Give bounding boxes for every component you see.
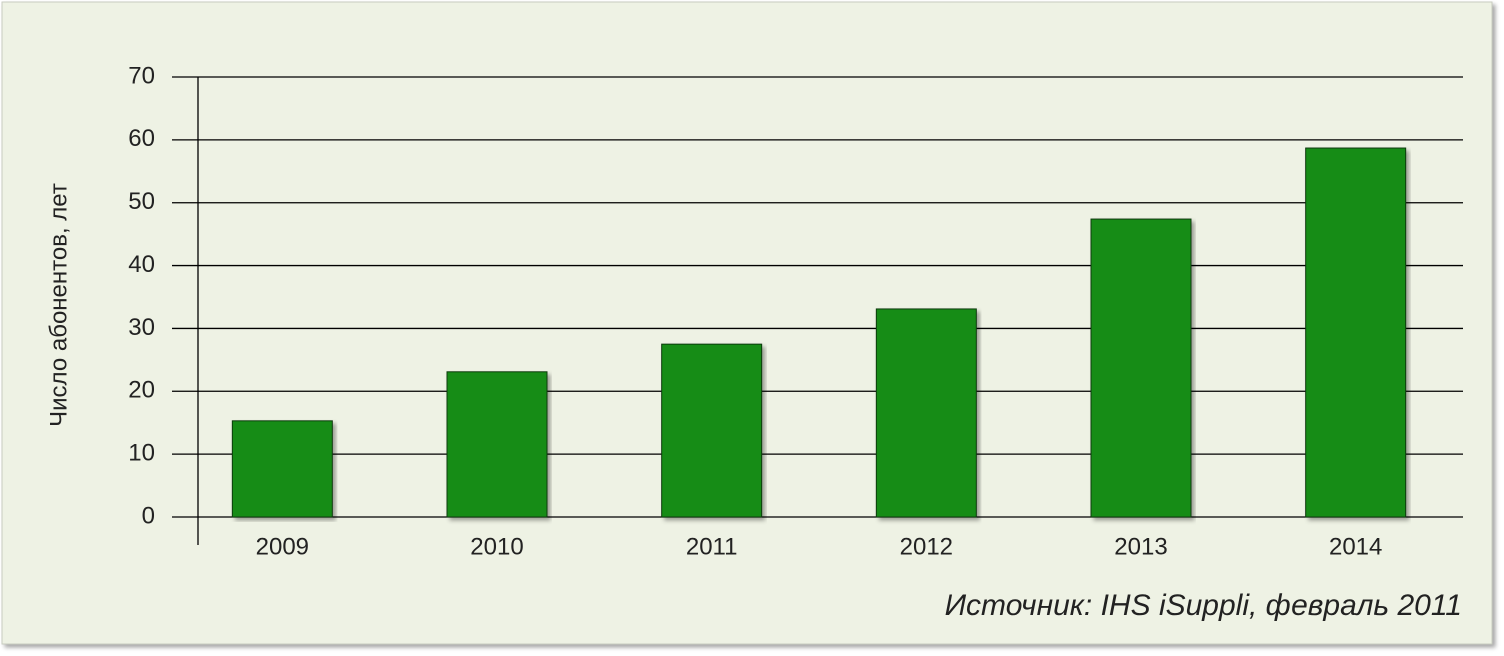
y-axis-label: Число абонентов, лет [45,183,72,427]
bar [1305,147,1407,518]
y-tick-label: 60 [128,125,155,152]
y-tick-label: 70 [128,62,155,89]
x-tick-label: 2011 [686,533,738,560]
source-note: Источник: IHS iSuppli, февраль 2011 [945,589,1462,622]
x-tick-label: 2012 [900,533,953,560]
bar [446,371,548,518]
x-tick-label: 2014 [1329,533,1382,560]
chart-background [1,1,1493,645]
y-tick-label: 30 [128,314,155,341]
y-tick-label: 50 [128,188,155,215]
bar [1090,218,1192,518]
bar [231,420,333,518]
y-tick-label: 0 [142,502,155,529]
x-tick-label: 2010 [470,533,523,560]
x-tick-label: 2013 [1114,533,1167,560]
x-tick-label: 2009 [256,533,309,560]
y-tick-label: 40 [128,251,155,278]
y-tick-label: 10 [128,439,155,466]
bar [875,308,977,518]
bar [661,343,763,518]
y-tick-label: 20 [128,377,155,404]
